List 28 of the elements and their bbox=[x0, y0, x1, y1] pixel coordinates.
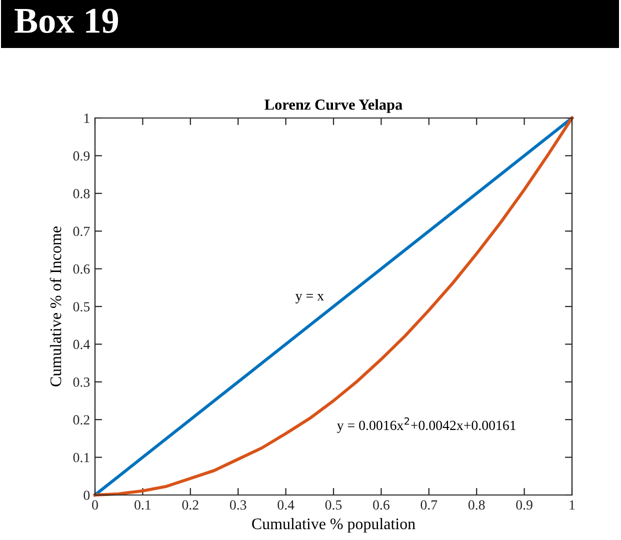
x-tick-label: 0.1 bbox=[134, 500, 151, 510]
y-tick-label: 0.3 bbox=[73, 377, 90, 387]
y-tick-label: 0.6 bbox=[73, 264, 90, 274]
annotation: y = 0.0016x$^{2}$+0.0042x+0.00161 bbox=[337, 417, 516, 433]
chart-title: Lorenz Curve Yelapa bbox=[264, 99, 402, 113]
x-tick-label: 0.9 bbox=[516, 500, 532, 510]
annotation: y = x bbox=[296, 294, 324, 304]
y-tick-label: 0 bbox=[84, 490, 90, 500]
y-tick-label: 1 bbox=[84, 114, 90, 123]
y-tick-label: 0.1 bbox=[73, 452, 90, 462]
x-tick-label: 0.8 bbox=[468, 500, 485, 510]
x-tick-label: 0.7 bbox=[420, 500, 438, 510]
y-tick-label: 0.2 bbox=[73, 415, 90, 425]
x-tick-label: 1 bbox=[570, 500, 575, 510]
x-tick-label: 0.2 bbox=[182, 500, 198, 510]
y-tick-label: 0.9 bbox=[73, 151, 90, 161]
x-axis-title: Cumulative % population bbox=[252, 518, 416, 532]
y-tick-label: 0.5 bbox=[73, 302, 90, 312]
x-tick-label: 0 bbox=[92, 500, 98, 510]
x-tick-label: 0.6 bbox=[373, 500, 390, 510]
y-tick-label: 0.7 bbox=[73, 226, 90, 236]
x-tick-label: 0.5 bbox=[325, 500, 342, 510]
y-axis-title: Cumulative % of Income bbox=[50, 226, 62, 386]
y-tick-label: 0.4 bbox=[73, 340, 90, 350]
y-tick-label: 0.8 bbox=[73, 188, 90, 198]
x-tick-label: 0.3 bbox=[230, 500, 246, 510]
x-tick-label: 0.4 bbox=[278, 500, 294, 510]
text: Box 19 bbox=[14, 8, 118, 34]
